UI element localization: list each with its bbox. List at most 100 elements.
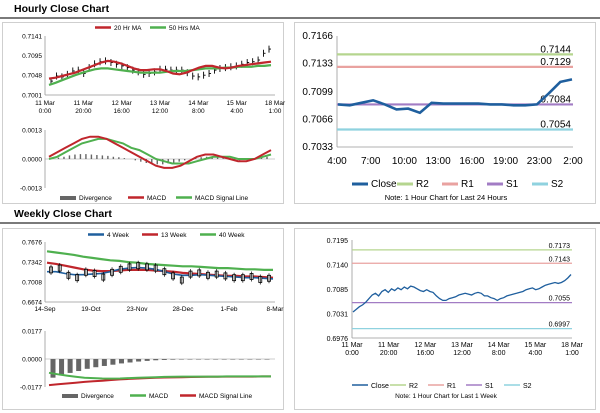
weekly-divergence-bar <box>84 359 90 369</box>
weekly-divergence-bar <box>127 359 133 363</box>
hourly-close-y-tick: 0.7166 <box>302 31 333 42</box>
weekly-right-frame <box>294 228 596 410</box>
weekly-divergence-bar <box>161 359 167 360</box>
weekly-close-x-tick: 11 Mar 0:00 <box>341 342 363 357</box>
weekly-close-legend-s1-label: S1 <box>485 383 494 390</box>
weekly-divergence-bar <box>255 359 261 360</box>
weekly-divergence-bar <box>76 359 82 372</box>
weekly-close-level-r2-label: 0.7173 <box>549 243 571 250</box>
hourly-legend-20hr-label: 20 Hr MA <box>114 25 142 32</box>
hourly-left-frame <box>2 22 284 204</box>
weekly-divergence-bar <box>144 359 150 361</box>
weekly-divergence-bar <box>59 359 65 376</box>
hourly-close-x-tick: 4:00 <box>327 156 347 167</box>
weekly-close-legend-close-label: Close <box>371 383 389 390</box>
weekly-price-x-tick: 1-Feb <box>221 306 238 313</box>
weekly-close-y-tick: 0.7140 <box>327 263 349 270</box>
hourly-price-x-tick: 15 Mar 4:00 <box>227 100 248 115</box>
hourly-macd-y-tick: 0.0000 <box>22 157 42 164</box>
hourly-close-y-tick: 0.7033 <box>302 142 333 153</box>
weekly-price-y-tick: 0.7342 <box>22 260 42 267</box>
hourly-section-divider <box>0 17 600 19</box>
hourly-close-y-tick: 0.7133 <box>302 59 333 70</box>
weekly-price-x-tick: 19-Oct <box>81 306 101 313</box>
hourly-price-y-tick: 0.7141 <box>22 34 42 41</box>
weekly-close-x-tick: 14 Mar 8:00 <box>488 342 510 357</box>
hourly-close-legend-r1-label: R1 <box>461 179 474 190</box>
hourly-close-level-r1-label: 0.7129 <box>540 57 571 68</box>
weekly-section-divider <box>0 222 600 224</box>
weekly-close-y-tick: 0.7085 <box>327 287 349 294</box>
hourly-close-x-tick: 23:00 <box>527 156 552 167</box>
weekly-close-legend-r2-label: R2 <box>409 383 418 390</box>
weekly-price-y-tick: 0.7008 <box>22 280 42 287</box>
weekly-divergence-bar <box>110 359 116 365</box>
weekly-price-x-tick: 8-Mar <box>267 306 285 313</box>
hourly-price-y-tick: 0.7001 <box>22 93 42 100</box>
weekly-macd-line <box>48 371 271 380</box>
weekly-close-x-tick: 11 Mar 20:00 <box>378 342 400 357</box>
hourly-macd-legend-divergence-swatch <box>60 196 76 200</box>
weekly-price-x-tick: 23-Nov <box>127 306 149 313</box>
hourly-close-level-s1-label: 0.7084 <box>540 94 571 105</box>
hourly-right-frame <box>294 22 596 204</box>
hourly-price-x-tick: 11 Mar 0:00 <box>35 100 56 115</box>
hourly-section-title: Hourly Close Chart <box>14 3 110 15</box>
hourly-close-level-r2-label: 0.7144 <box>540 44 571 55</box>
weekly-divergence-bar <box>213 359 219 360</box>
hourly-macd-y-tick: 0.0013 <box>22 128 42 135</box>
weekly-close-x-tick: 15 Mar 4:00 <box>524 342 546 357</box>
weekly-divergence-bar <box>153 359 159 361</box>
weekly-divergence-bar <box>101 359 107 366</box>
weekly-close-level-r1-label: 0.7143 <box>549 256 571 263</box>
hourly-close-legend-s2-label: S2 <box>551 179 564 190</box>
weekly-macd-legend-divergence-label: Divergence <box>81 393 114 400</box>
hourly-close-close-line <box>337 78 573 115</box>
weekly-divergence-bar <box>187 359 193 360</box>
weekly-close-y-tick: 0.7195 <box>327 238 349 245</box>
hourly-legend-50hr-label: 50 Hrs MA <box>169 25 200 32</box>
weekly-divergence-bar <box>136 359 142 362</box>
hourly-close-legend-s1-label: S1 <box>506 179 519 190</box>
weekly-left-frame <box>2 228 284 410</box>
hourly-close-x-tick: 13:00 <box>426 156 451 167</box>
weekly-close-close-line <box>352 274 572 313</box>
hourly-price-x-tick: 18 Mar 1:00 <box>265 100 286 115</box>
weekly-legend-4wk-label: 4 Week <box>107 232 130 239</box>
weekly-divergence-bar <box>67 359 73 373</box>
weekly-macd-y-tick: 0.0177 <box>22 329 42 336</box>
hourly-close-legend-close-label: Close <box>371 179 397 190</box>
hourly-close-note: Note: 1 Hour Chart for Last 24 Hours <box>385 193 508 202</box>
weekly-macd-legend-macd-label: MACD <box>149 393 168 400</box>
weekly-legend-40wk-label: 40 Week <box>219 232 245 239</box>
weekly-close-legend-s2-label: S2 <box>523 383 532 390</box>
weekly-divergence-bar <box>50 359 56 378</box>
hourly-macd-line <box>48 135 272 169</box>
weekly-price-x-tick: 14-Sep <box>35 306 56 313</box>
weekly-divergence-bar <box>196 359 202 360</box>
weekly-close-legend-r1-label: R1 <box>447 383 456 390</box>
weekly-macd-legend-divergence-swatch <box>62 394 78 398</box>
weekly-divergence-bar <box>93 359 99 368</box>
hourly-macd-legend-macd-label: MACD <box>147 195 166 202</box>
weekly-price-y-tick: 0.6674 <box>22 300 42 307</box>
weekly-legend-13wk-label: 13 Week <box>161 232 187 239</box>
hourly-close-legend-r2-label: R2 <box>416 179 429 190</box>
hourly-macd-y-tick: -0.0013 <box>20 186 42 193</box>
hourly-macd-legend-signal-label: MACD Signal Line <box>195 195 248 202</box>
weekly-divergence-bar <box>264 359 270 360</box>
hourly-price-y-tick: 0.7048 <box>22 73 42 80</box>
hourly-close-x-tick: 16:00 <box>459 156 484 167</box>
weekly-close-x-tick: 12 Mar 16:00 <box>414 342 436 357</box>
weekly-close-y-tick: 0.7031 <box>327 311 349 318</box>
weekly-section-title: Weekly Close Chart <box>14 208 112 220</box>
hourly-price-x-tick: 11 Mar 20:00 <box>73 100 94 115</box>
weekly-divergence-bar <box>238 359 244 360</box>
weekly-divergence-bar <box>118 359 124 364</box>
weekly-close-y-tick: 0.6976 <box>327 336 349 343</box>
